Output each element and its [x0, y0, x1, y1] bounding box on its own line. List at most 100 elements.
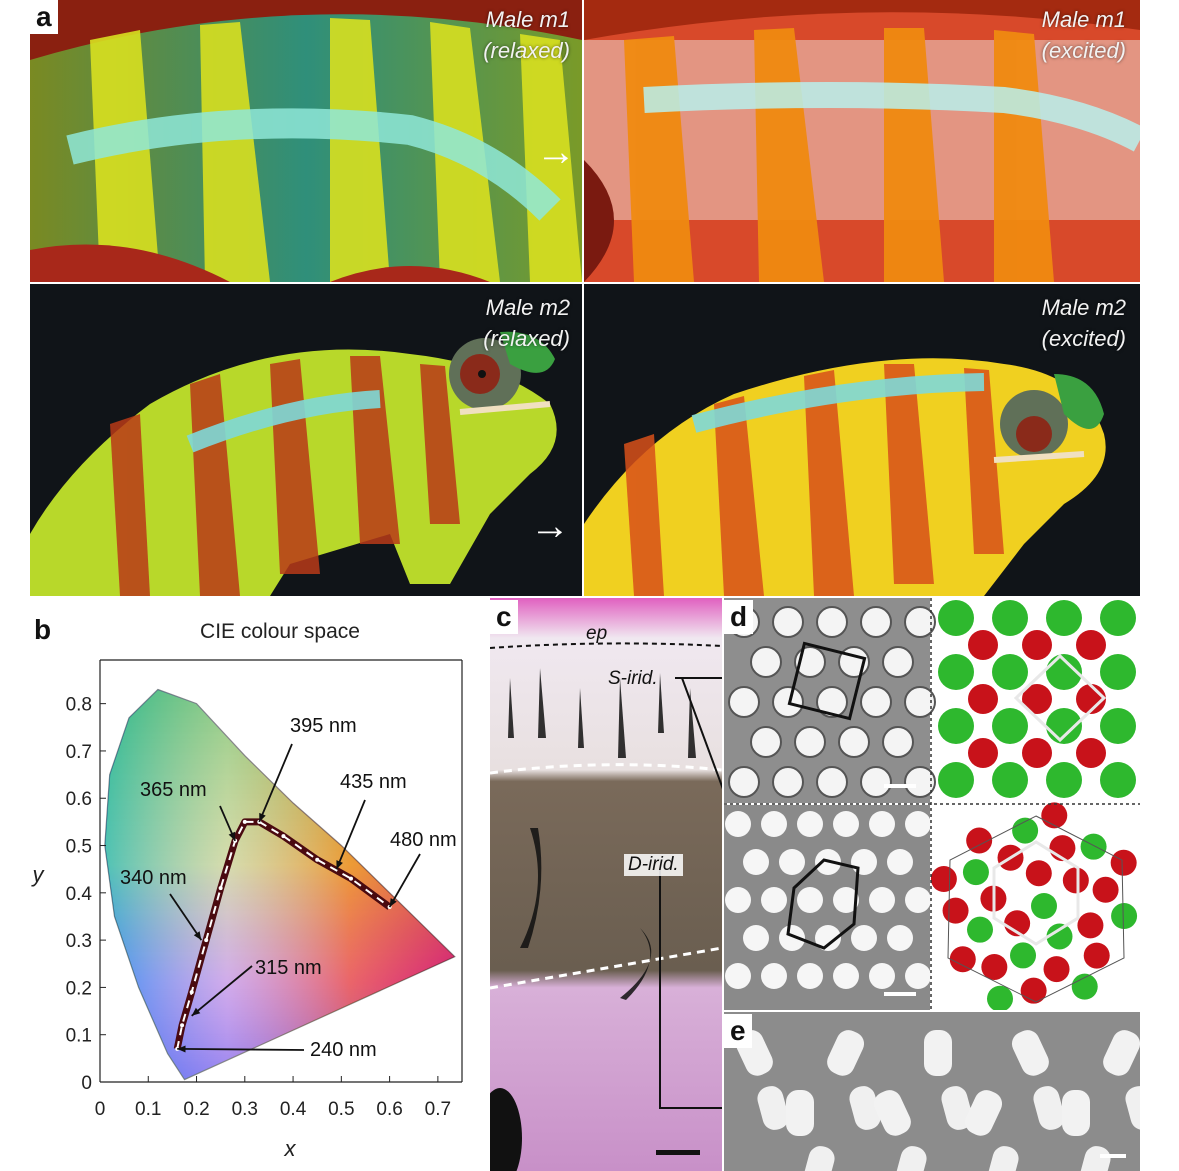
annotation-label: 480 nm: [390, 829, 457, 851]
annotation-arrow: [177, 1047, 305, 1051]
arrowhead-icon: [228, 831, 236, 841]
arrowhead-icon: [191, 1007, 201, 1016]
hexagon-frame: [947, 815, 1125, 1003]
data-point: [180, 1023, 185, 1028]
y-tick-label: 0.1: [66, 1026, 92, 1047]
nanocrystal-dot: [750, 726, 782, 758]
arrowhead-icon: [259, 812, 266, 822]
elongated-crystal: [1125, 1086, 1140, 1130]
atom-green: [962, 859, 989, 886]
nanocrystal-dot: [905, 811, 931, 837]
atom-green: [992, 654, 1028, 690]
m2-excited-label: Male m2 (excited): [1042, 292, 1126, 354]
atom-green: [1046, 923, 1073, 950]
nanocrystal-dot: [905, 887, 931, 913]
nanocrystal-dot: [725, 887, 751, 913]
nanocrystal-dot: [887, 925, 913, 951]
m2-excited-name: Male m2: [1041, 295, 1126, 320]
atom-red: [1092, 876, 1119, 903]
nanocrystal-dot: [728, 686, 760, 718]
nanocrystal-dot: [860, 606, 892, 638]
scale-bar: [656, 1150, 700, 1155]
nanocrystal-dot: [779, 925, 805, 951]
atom-red: [1077, 912, 1104, 939]
diamond-outline: [1013, 653, 1107, 743]
annotation-arrow: [258, 743, 293, 823]
hexagon-outline: [992, 840, 1080, 946]
nanocrystal-dot: [860, 766, 892, 798]
atom-red: [968, 684, 998, 714]
y-tick-label: 0.6: [66, 789, 92, 810]
panel-a-m2-excited: Male m2 (excited): [584, 284, 1140, 596]
elongated-crystal: [803, 1146, 835, 1171]
panel-e-letter: e: [724, 1014, 752, 1048]
panel-d: d: [724, 598, 1140, 1010]
nanocrystal-dot: [794, 726, 826, 758]
elongated-crystal: [873, 1090, 911, 1136]
atom-green: [967, 916, 994, 943]
x-tick-label: 0.5: [328, 1099, 354, 1120]
nanocrystal-dot: [905, 963, 931, 989]
nanocrystal-dot: [869, 811, 895, 837]
nanocrystal-dot: [743, 925, 769, 951]
m1-relaxed-name: Male m1: [485, 7, 570, 32]
nanocrystal-dot: [772, 766, 804, 798]
m1-excited-photo: [584, 0, 1140, 282]
chart-title: CIE colour space: [200, 620, 360, 643]
nanocrystal-dot: [750, 646, 782, 678]
nanocrystal-dot: [772, 606, 804, 638]
panel-e: e: [724, 1012, 1140, 1171]
nanocrystal-dot: [779, 849, 805, 875]
x-tick-label: 0.1: [135, 1099, 161, 1120]
atom-red: [1076, 630, 1106, 660]
annotation-label: 340 nm: [120, 867, 187, 889]
data-point: [218, 886, 223, 891]
atom-red: [1041, 802, 1068, 829]
atom-red: [1022, 630, 1052, 660]
elongated-crystal: [895, 1146, 927, 1171]
annotation-label: 315 nm: [255, 957, 322, 979]
nanocrystal-dot: [797, 887, 823, 913]
atom-green: [1080, 833, 1107, 860]
ep-label: ep: [586, 623, 608, 644]
nanocrystal-dot: [869, 887, 895, 913]
annotation-arrow: [191, 965, 253, 1017]
atom-red: [968, 738, 998, 768]
panel-a-letter: a: [30, 0, 58, 34]
arrowhead-icon: [177, 1045, 186, 1053]
atom-red: [930, 866, 957, 893]
nanocrystal-dot: [887, 849, 913, 875]
nanocrystal-dot: [860, 686, 892, 718]
x-tick-label: 0.7: [425, 1099, 451, 1120]
m1-excited-name: Male m1: [1041, 7, 1126, 32]
atom-green: [1100, 654, 1136, 690]
m1-relaxed-state: (relaxed): [483, 38, 570, 63]
m2-excited-state: (excited): [1041, 326, 1126, 351]
x-tick-label: 0.4: [280, 1099, 307, 1120]
arrow-right-icon: →: [530, 504, 570, 548]
y-tick-label: 0.3: [66, 931, 92, 952]
nanocrystal-dot: [761, 811, 787, 837]
x-tick-label: 0.2: [183, 1099, 209, 1120]
y-tick-label: 0: [81, 1073, 92, 1094]
nanocrystal-dot: [833, 887, 859, 913]
atom-green: [1071, 973, 1098, 1000]
y-axis-label: y: [31, 862, 46, 887]
nanocrystal-dot: [797, 963, 823, 989]
nanocrystal-dot: [772, 686, 804, 718]
atom-green: [1012, 817, 1039, 844]
atom-green: [987, 985, 1014, 1010]
x-tick-label: 0: [95, 1099, 106, 1120]
panel-d-letter: d: [724, 600, 754, 634]
atom-green: [938, 708, 974, 744]
m1-relaxed-photo: [30, 0, 582, 282]
nanocrystal-dot: [869, 963, 895, 989]
atom-red: [942, 897, 969, 924]
hexagon-outline: [786, 858, 860, 950]
data-point: [242, 819, 247, 824]
scale-bar: [884, 784, 916, 788]
data-point: [281, 834, 286, 839]
x-tick-label: 0.3: [232, 1099, 258, 1120]
atom-green: [1046, 762, 1082, 798]
data-point: [189, 990, 194, 995]
